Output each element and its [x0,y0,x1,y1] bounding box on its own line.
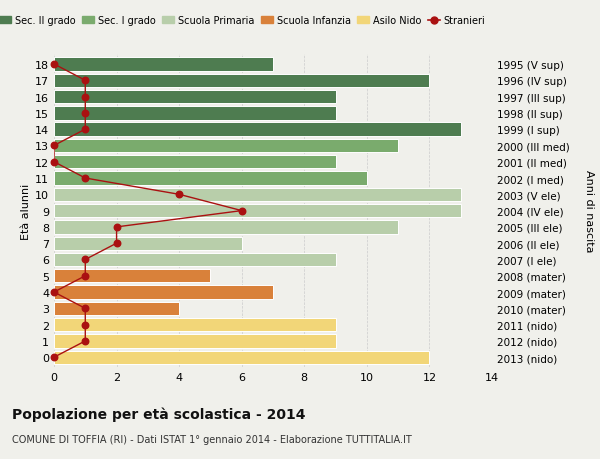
Point [80,321,90,329]
Bar [54,253,335,267]
Point [237,207,247,215]
Bar [54,237,242,250]
Bar [54,172,367,185]
Point [80,110,90,117]
Bar [54,221,398,234]
Bar [54,140,398,153]
Point [49,61,59,68]
Bar [54,335,335,348]
Point [80,126,90,134]
Point [80,175,90,182]
Point [80,305,90,312]
Bar [54,91,335,104]
Point [49,159,59,166]
Point [80,94,90,101]
Legend: Sec. II grado, Sec. I grado, Scuola Primaria, Scuola Infanzia, Asilo Nido, Stran: Sec. II grado, Sec. I grado, Scuola Prim… [0,16,485,26]
Point [112,224,121,231]
Bar [54,123,461,136]
Point [49,142,59,150]
Bar [54,318,335,331]
Text: COMUNE DI TOFFIA (RI) - Dati ISTAT 1° gennaio 2014 - Elaborazione TUTTITALIA.IT: COMUNE DI TOFFIA (RI) - Dati ISTAT 1° ge… [12,434,412,444]
Bar [54,204,461,218]
Bar [54,74,430,88]
Bar [54,302,179,315]
Bar [54,58,273,72]
Bar [54,286,273,299]
Point [80,78,90,85]
Text: Popolazione per età scolastica - 2014: Popolazione per età scolastica - 2014 [12,406,305,421]
Bar [54,188,461,202]
Point [49,289,59,296]
Bar [54,107,335,120]
Point [80,256,90,263]
Bar [54,351,430,364]
Point [112,240,121,247]
Point [49,354,59,361]
Point [80,337,90,345]
Bar [54,156,335,169]
Y-axis label: Anni di nascita: Anni di nascita [583,170,593,252]
Point [175,191,184,199]
Point [80,273,90,280]
Y-axis label: Età alunni: Età alunni [21,183,31,239]
Bar [54,269,211,283]
